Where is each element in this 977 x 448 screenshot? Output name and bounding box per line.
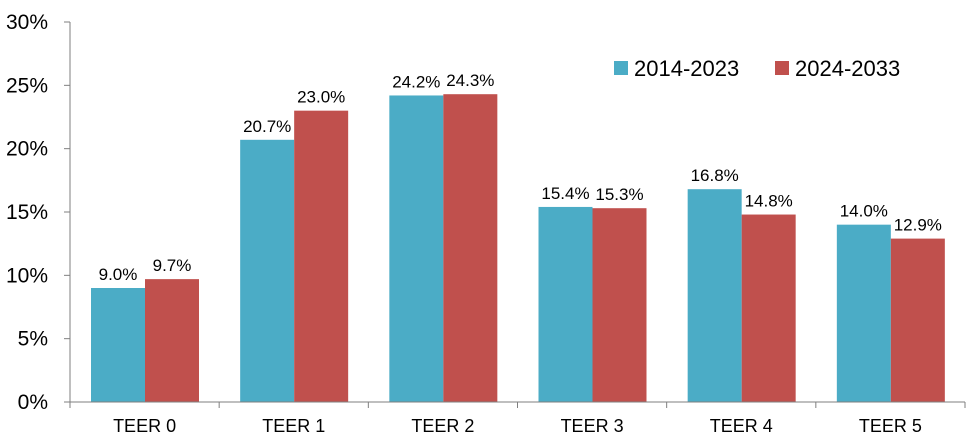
data-label: 24.2% [392,72,440,91]
x-tick-label: TEER 2 [411,416,474,436]
bar-2-6 [890,238,945,402]
y-tick-label: 25% [6,74,48,97]
legend: 2014-2023 2024-2033 [614,56,900,81]
data-label: 14.0% [840,202,888,221]
bar-1-2 [240,139,295,403]
data-label: 20.7% [243,117,291,136]
x-tick-label: TEER 0 [113,416,176,436]
data-label: 9.0% [99,265,138,284]
x-axis-ticks: TEER 0 TEER 1 TEER 2 TEER 3 TEER 4 TEER 5 [69,402,966,436]
bar-2-5 [741,214,796,402]
bar-1-5 [687,189,742,402]
legend-label: 2024-2033 [795,56,900,81]
data-label: 14.8% [745,192,793,211]
data-label: 12.9% [894,216,942,235]
legend-label: 2014-2023 [634,56,739,81]
y-tick-label: 20% [6,138,48,161]
bar-1-3 [389,95,444,402]
data-label: 15.4% [541,184,589,203]
x-tick-label: TEER 5 [859,416,922,436]
bar-2-4 [592,208,647,402]
bar-1-6 [836,224,891,402]
x-tick-label: TEER 4 [710,416,773,436]
y-tick-label: 30% [6,11,48,34]
y-tick-label: 0% [18,391,48,414]
data-label: 24.3% [446,71,494,90]
bar-2-1 [145,279,199,402]
x-tick-label: TEER 3 [561,416,624,436]
data-label: 15.3% [595,185,643,204]
bar-1-4 [538,206,593,402]
legend-swatch [614,61,628,75]
y-tick-label: 15% [6,201,48,224]
data-labels: 9.0% 20.7% 24.2% 15.4% 16.8% 14.0% 9.7% 23.0% 24… [99,71,942,284]
bar-2-2 [294,110,349,403]
legend-swatch [775,61,789,75]
bar-1-1 [91,288,145,402]
data-label: 9.7% [153,256,192,275]
data-label: 16.8% [691,166,739,185]
data-label: 23.0% [297,88,345,107]
y-tick-label: 10% [6,264,48,287]
y-axis-ticks: 0% 5% 10% 15% 20% 25% 30% [6,11,70,414]
y-tick-label: 5% [18,328,48,351]
x-tick-label: TEER 1 [262,416,325,436]
bars [91,94,945,403]
bar-2-3 [443,94,498,402]
